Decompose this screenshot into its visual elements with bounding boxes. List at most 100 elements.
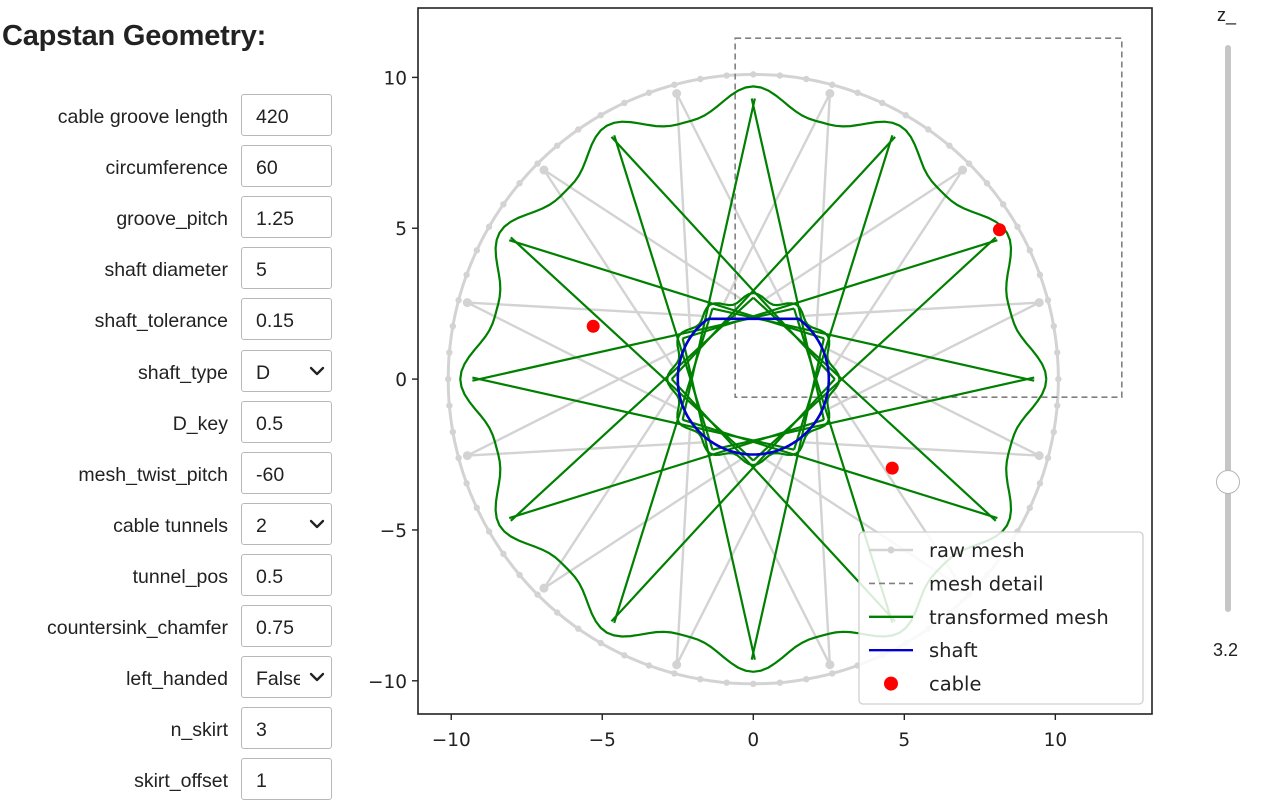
param-row-shaft-tolerance: shaft_tolerance 0.15	[0, 298, 340, 342]
raw-mesh-marker	[621, 652, 628, 659]
z-slider-track[interactable]	[1225, 45, 1231, 612]
raw-mesh-marker	[534, 160, 541, 167]
raw-mesh-marker	[671, 81, 678, 88]
param-label: countersink_chamfer	[46, 617, 228, 639]
param-label: cable tunnels	[113, 514, 228, 537]
raw-mesh-marker	[516, 180, 523, 187]
raw-mesh-marker	[946, 142, 953, 149]
param-value: 0.5	[256, 565, 284, 588]
tunnel-pos-input[interactable]: 0.5	[241, 553, 332, 596]
raw-mesh-marker	[1054, 349, 1061, 356]
slider-label: z_	[1217, 5, 1237, 25]
param-label: shaft_type	[138, 361, 228, 384]
param-row-cable-tunnels: cable tunnels 2	[0, 502, 340, 547]
raw-mesh-spoke-marker	[539, 165, 549, 175]
param-label: tunnel_pos	[132, 565, 228, 588]
geometry-plot: −10 −5 0 5 10 −10 −5 0 5 10 raw mesh mesh detail tra…	[355, 0, 1155, 795]
raw-mesh-marker	[1050, 428, 1057, 436]
legend-swatch-cable	[884, 676, 898, 691]
param-value: 2	[256, 514, 267, 537]
raw-mesh-marker	[534, 591, 541, 598]
param-label: skirt_offset	[134, 770, 228, 793]
param-value: 60	[256, 157, 278, 180]
left-handed-dropdown[interactable]: False	[241, 656, 332, 699]
raw-mesh-spoke-marker	[825, 89, 835, 99]
raw-mesh-spoke-marker	[1034, 451, 1044, 461]
n-skirt-input[interactable]: 3	[241, 707, 332, 750]
param-label: shaft_tolerance	[94, 310, 228, 333]
raw-mesh-marker	[697, 675, 704, 683]
transformed-mesh-strut	[712, 307, 1035, 382]
shaft-type-dropdown[interactable]: D	[241, 349, 332, 392]
raw-mesh-marker	[446, 349, 453, 356]
raw-mesh-marker	[671, 670, 678, 677]
param-label: D_key	[172, 412, 228, 435]
d-key-input[interactable]: 0.5	[241, 400, 332, 443]
raw-mesh-marker	[449, 322, 457, 330]
raw-mesh-spoke-marker	[672, 660, 682, 670]
raw-mesh-marker	[776, 72, 784, 79]
raw-mesh-marker	[449, 428, 457, 436]
x-tick-label: 0	[747, 730, 759, 751]
transformed-mesh-strut	[793, 134, 894, 450]
x-tick-label: 5	[898, 730, 910, 751]
raw-mesh-marker	[723, 72, 730, 79]
cable-tunnels-dropdown[interactable]: 2	[241, 502, 332, 545]
raw-mesh-marker	[854, 89, 861, 96]
shaft-outline	[676, 317, 831, 456]
transformed-mesh-strut	[681, 98, 756, 421]
raw-mesh-marker	[463, 271, 470, 279]
legend-label: raw mesh	[929, 539, 1025, 562]
param-row-groove-pitch: groove_pitch 1.25	[0, 196, 340, 240]
cable-point	[885, 461, 899, 475]
param-value: 0.5	[256, 412, 284, 435]
raw-mesh-marker	[500, 550, 507, 558]
raw-mesh-marker	[455, 297, 462, 304]
param-value: 3	[256, 719, 267, 742]
raw-mesh-marker	[575, 126, 582, 133]
shaft-tolerance-input[interactable]: 0.15	[241, 298, 332, 341]
raw-mesh-marker	[1044, 297, 1052, 304]
param-value: -60	[256, 463, 285, 486]
groove-pitch-input[interactable]: 1.25	[241, 196, 332, 239]
param-row-shaft-type: shaft_type D	[0, 349, 340, 394]
cable-groove-length-input[interactable]: 420	[241, 94, 332, 136]
transformed-mesh-strut	[752, 296, 997, 522]
param-row-tunnel-pos: tunnel_pos 0.5	[0, 553, 340, 598]
shaft-diameter-input[interactable]: 5	[241, 247, 332, 290]
raw-mesh-marker	[597, 112, 604, 119]
skirt-offset-input[interactable]: 1	[241, 758, 332, 801]
x-tick-label: 10	[1044, 730, 1068, 751]
raw-mesh-marker	[965, 160, 973, 167]
cable-point	[992, 223, 1006, 237]
param-label: cable groove length	[57, 106, 228, 128]
y-tick-label: 10	[383, 68, 407, 89]
raw-mesh-marker	[455, 454, 462, 462]
circumference-input[interactable]: 60	[241, 145, 332, 188]
param-row-circumference: circumference 60	[0, 145, 340, 189]
mesh-twist-pitch-input[interactable]: -60	[241, 451, 332, 494]
raw-mesh-marker	[829, 81, 836, 88]
transformed-mesh-strut	[682, 239, 998, 340]
raw-mesh-marker	[1026, 504, 1033, 512]
param-value: 420	[256, 106, 289, 128]
param-label: mesh_twist_pitch	[78, 463, 228, 486]
transformed-mesh-strut	[750, 98, 825, 421]
raw-mesh-marker	[485, 223, 493, 230]
countersink-chamfer-input[interactable]: 0.75	[241, 605, 332, 647]
raw-mesh-marker	[575, 625, 582, 632]
raw-mesh-marker	[645, 662, 653, 669]
mesh-detail-rectangle	[734, 37, 1123, 399]
chevron-down-icon	[309, 519, 325, 528]
z-slider-handle[interactable]	[1216, 469, 1240, 494]
raw-mesh-marker	[553, 142, 561, 149]
param-label: circumference	[105, 157, 228, 180]
param-value: 5	[256, 259, 267, 282]
raw-mesh-marker	[697, 75, 704, 83]
raw-mesh-marker	[1050, 322, 1057, 330]
transformed-mesh-strut	[670, 136, 896, 380]
raw-mesh-marker	[553, 609, 561, 616]
transformed-mesh-inner	[666, 291, 841, 467]
transformed-mesh-strut	[613, 134, 714, 450]
raw-mesh-spoke-marker	[462, 298, 472, 308]
